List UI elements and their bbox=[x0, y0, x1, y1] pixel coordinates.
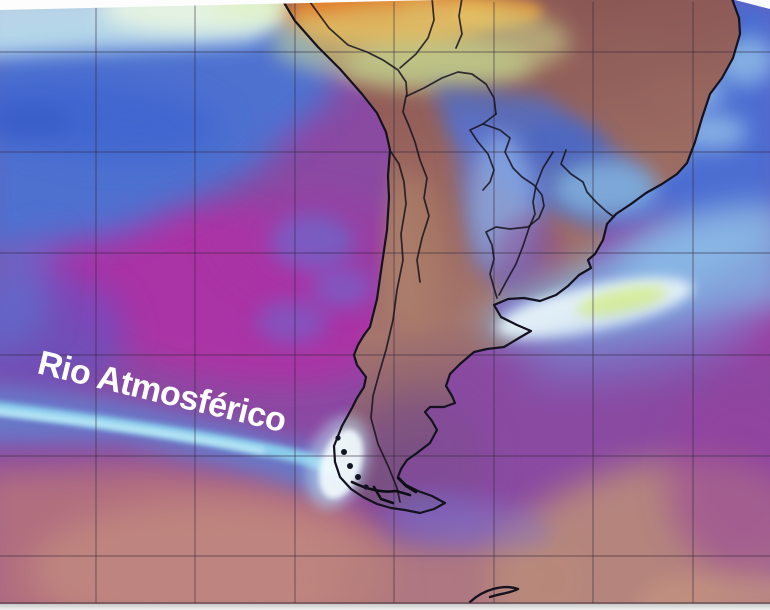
chile-offshore-blue-1 bbox=[270, 214, 354, 270]
country-border-uruguay-brazil bbox=[560, 149, 615, 218]
channel-line bbox=[372, 485, 395, 505]
chile-strip-tan bbox=[388, 159, 408, 329]
atlantic-frontal-band bbox=[480, 204, 770, 387]
yellow-green-fringe-2 bbox=[343, 40, 533, 92]
ne-argentina-purple bbox=[492, 216, 568, 300]
atmospheric-river-envelope bbox=[0, 384, 348, 498]
left-edge-blue-tongue bbox=[0, 230, 55, 353]
bottom-margin-strip bbox=[0, 604, 770, 610]
topleft-green-tinge bbox=[208, 0, 308, 20]
fjord-specks bbox=[335, 435, 369, 490]
deep-blue-spot bbox=[0, 104, 73, 140]
chile-offshore-blue-3 bbox=[256, 300, 328, 344]
country-border-andes bbox=[370, 151, 407, 503]
country-border-colombia bbox=[399, 0, 435, 69]
frontal-band-tail bbox=[620, 204, 770, 292]
map-bottom-edge bbox=[0, 602, 770, 604]
frontal-band-lower-fade bbox=[521, 313, 759, 387]
top-margin-wedge-right bbox=[735, 0, 770, 9]
country-border-uruguay-river bbox=[498, 151, 554, 296]
country-border-brazil-north bbox=[455, 0, 463, 49]
channel-line bbox=[396, 476, 418, 494]
dry-tan-corner bbox=[635, 570, 770, 610]
falkland-coast-arc bbox=[468, 585, 520, 604]
coastal-cyan-spot bbox=[554, 160, 658, 216]
country-border-paraguay bbox=[482, 123, 545, 299]
ar-southeast-continuation bbox=[384, 490, 552, 550]
country-border-bolivia-south bbox=[469, 113, 497, 191]
top-margin-wedge-left bbox=[0, 0, 438, 10]
coastline-path bbox=[281, 0, 742, 515]
atmospheric-river-inner-bright bbox=[0, 409, 265, 454]
country-borders bbox=[309, 0, 615, 503]
inland-deep-blue bbox=[520, 120, 604, 164]
dry-tan-core bbox=[30, 500, 380, 610]
magenta-bottom-right bbox=[667, 383, 770, 573]
atmospheric-river-streak bbox=[0, 384, 552, 550]
country-border-bolivia-argentina bbox=[402, 95, 430, 283]
magellan-channels bbox=[350, 476, 418, 505]
country-border-bolivia-north bbox=[406, 71, 497, 115]
chile-offshore-blue-2 bbox=[312, 268, 372, 308]
coast-and-borders bbox=[281, 0, 742, 604]
frontal-band-yellow-core bbox=[576, 285, 668, 317]
country-border-peru bbox=[309, 1, 408, 97]
